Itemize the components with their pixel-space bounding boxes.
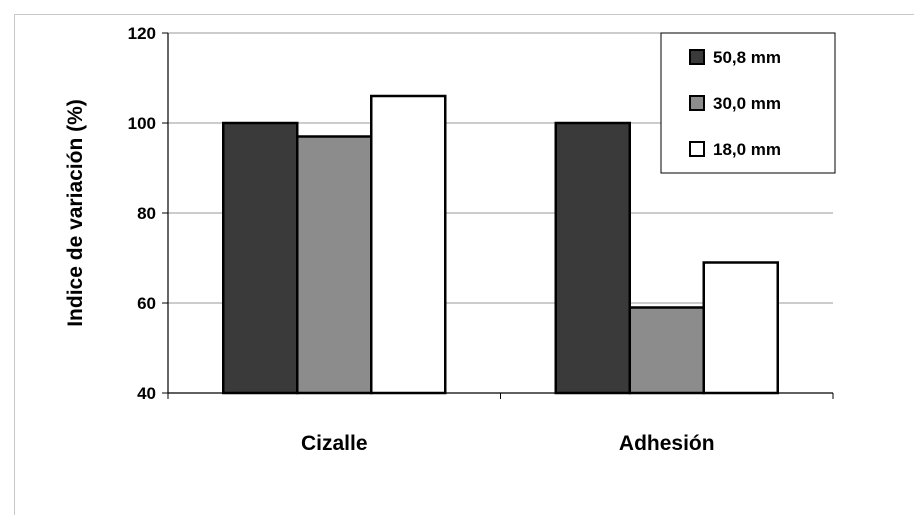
- x-category-label: Adhesión: [619, 432, 715, 455]
- legend-swatch: [689, 49, 705, 65]
- y-tick-label: 100: [128, 114, 156, 133]
- axes: [162, 32, 834, 399]
- y-tick-labels: 40 60 80 100 120: [128, 24, 156, 403]
- legend-swatch: [689, 141, 705, 157]
- legend-swatch: [689, 95, 705, 111]
- y-tick-label: 60: [137, 294, 156, 313]
- x-category-labels: Cizalle Adhesión: [301, 432, 715, 455]
- legend-label: 18,0 mm: [713, 140, 781, 159]
- y-tick-label: 40: [137, 384, 156, 403]
- x-category-label: Cizalle: [301, 432, 368, 455]
- bar: [554, 121, 631, 395]
- legend-label: 50,8 mm: [713, 48, 781, 67]
- y-tick-label: 80: [137, 204, 156, 223]
- bar: [370, 94, 447, 395]
- y-axis-label: Indice de variación (%): [64, 99, 87, 327]
- legend-label: 30,0 mm: [713, 94, 781, 113]
- bar: [296, 135, 373, 395]
- chart-frame: [14, 14, 914, 515]
- bar: [702, 261, 779, 395]
- bars: [222, 94, 779, 395]
- bar: [222, 121, 299, 395]
- y-tick-label: 120: [128, 24, 156, 43]
- legend: 50,8 mm 30,0 mm 18,0 mm: [660, 32, 836, 174]
- bar: [628, 306, 705, 395]
